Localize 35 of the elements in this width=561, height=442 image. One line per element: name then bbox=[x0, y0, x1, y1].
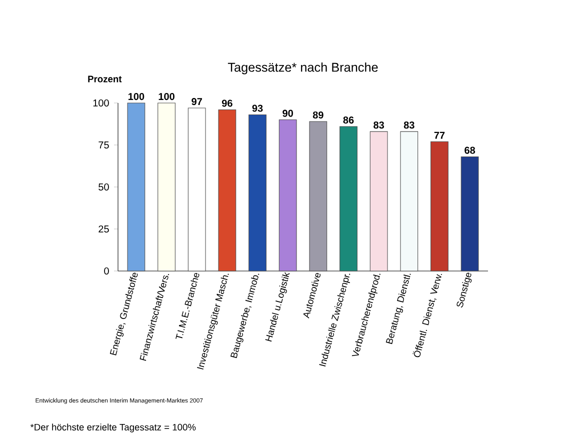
bar bbox=[370, 131, 388, 272]
data-label: 100 bbox=[128, 92, 144, 100]
bar bbox=[127, 102, 146, 272]
bar bbox=[218, 109, 236, 272]
y-axis-title: Prozent bbox=[88, 76, 122, 82]
data-label: 83 bbox=[374, 122, 384, 129]
data-label: 96 bbox=[222, 100, 232, 107]
x-tick-label: Sonstige bbox=[456, 272, 472, 308]
bar bbox=[158, 102, 176, 272]
bar bbox=[400, 131, 418, 272]
bar bbox=[340, 126, 358, 272]
chart-title: Tagessätze* nach Branche bbox=[228, 62, 378, 74]
data-label: 97 bbox=[192, 98, 202, 106]
bar bbox=[430, 141, 448, 272]
data-label: 89 bbox=[312, 111, 324, 119]
y-tick-label: 50 bbox=[98, 183, 109, 191]
data-label: 93 bbox=[252, 104, 263, 112]
data-label: 90 bbox=[282, 110, 293, 117]
data-label: 83 bbox=[404, 122, 414, 129]
x-tick-label: Handel u.Logistik bbox=[265, 272, 290, 342]
text: *Der höchste erzielte Tagessatz = 100% bbox=[30, 424, 196, 432]
bar bbox=[309, 121, 328, 272]
data-label: 68 bbox=[464, 146, 476, 154]
bar bbox=[248, 114, 266, 272]
bar bbox=[460, 156, 479, 272]
data-label: 77 bbox=[434, 132, 445, 139]
data-label: 100 bbox=[158, 92, 174, 100]
data-label: 86 bbox=[343, 116, 354, 124]
x-tick-label: Öffentl. Dienst, Verw. bbox=[412, 274, 442, 358]
y-tick-label: 25 bbox=[98, 225, 109, 233]
y-tick-label: 100 bbox=[93, 99, 109, 107]
y-tick-label: 0 bbox=[104, 267, 109, 275]
bar bbox=[278, 120, 297, 272]
bar bbox=[188, 108, 206, 272]
y-tick-label: 75 bbox=[98, 142, 109, 148]
